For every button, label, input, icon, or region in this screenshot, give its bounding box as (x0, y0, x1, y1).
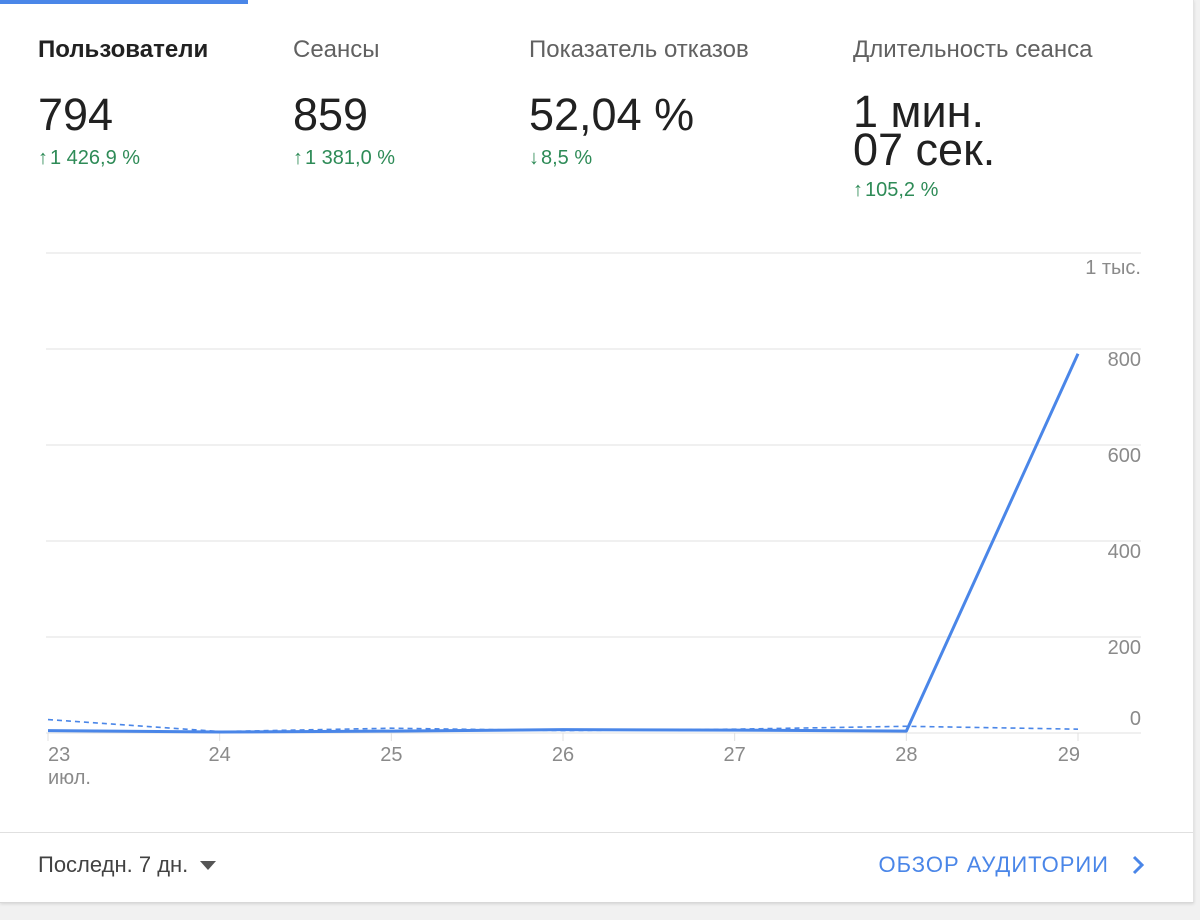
metric-session-duration-minutes: 1 мин. (853, 86, 984, 137)
metric-sessions-label: Сеансы (293, 36, 380, 63)
metric-users[interactable]: Пользователи 794 ↑ 1 426,9 % (38, 36, 208, 170)
x-tick-label: 28 (895, 744, 917, 766)
arrow-up-icon: ↑ (293, 147, 303, 169)
metric-session-duration-change: ↑ 105,2 % (853, 179, 1093, 202)
metric-session-duration-seconds: 07 сек. (853, 124, 996, 175)
users-series-line (47, 353, 1080, 734)
x-tick-label: 24 (209, 744, 231, 766)
date-range-dropdown[interactable]: Последн. 7 дн. (38, 852, 217, 878)
metric-bounce-rate[interactable]: Показатель отказов 52,04 % ↓ 8,5 % (529, 36, 749, 170)
comparison-series-line (47, 718, 1079, 733)
metric-sessions-change-value: 1 381,0 % (305, 147, 396, 169)
metric-session-duration-change-value: 105,2 % (865, 179, 939, 201)
metric-users-label: Пользователи (38, 36, 209, 63)
y-tick-label: 600 (1108, 445, 1141, 467)
metric-bounce-rate-value: 52,04 % (529, 89, 695, 140)
chevron-right-icon (1132, 855, 1145, 875)
arrow-up-icon: ↑ (38, 147, 48, 169)
arrow-up-icon: ↑ (853, 179, 863, 201)
x-tick-label: 27 (724, 744, 746, 766)
metric-session-duration[interactable]: Длительность сеанса 1 мин. 07 сек. ↑ 105,… (853, 36, 1093, 202)
metric-users-value: 794 (38, 89, 114, 140)
metric-session-duration-value: 1 мин. 07 сек. (853, 86, 1093, 175)
audience-overview-link[interactable]: ОБЗОР АУДИТОРИИ (878, 852, 1145, 878)
y-tick-label: 400 (1108, 541, 1141, 563)
y-tick-label: 800 (1108, 349, 1141, 371)
y-tick-label: 0 (1130, 708, 1141, 730)
y-tick-label: 200 (1108, 637, 1141, 659)
metric-users-change-value: 1 426,9 % (50, 147, 141, 169)
arrow-down-icon: ↓ (529, 147, 539, 169)
x-tick-label: 29 (1058, 744, 1080, 766)
metric-session-duration-label: Длительность сеанса (853, 36, 1093, 63)
metric-bounce-rate-change-value: 8,5 % (541, 147, 593, 169)
metric-users-change: ↑ 1 426,9 % (38, 147, 208, 170)
active-tab-indicator (0, 0, 248, 4)
metric-sessions[interactable]: Сеансы 859 ↑ 1 381,0 % (293, 36, 395, 170)
metric-sessions-value: 859 (293, 89, 369, 140)
footer-divider (0, 832, 1193, 833)
x-tick-label: 25 (380, 744, 402, 766)
caret-down-icon (200, 860, 217, 870)
date-range-label: Последн. 7 дн. (38, 852, 189, 877)
x-tick-label: 23 (48, 744, 70, 766)
audience-overview-label: ОБЗОР АУДИТОРИИ (878, 852, 1109, 877)
metric-sessions-change: ↑ 1 381,0 % (293, 147, 395, 170)
metric-bounce-rate-change: ↓ 8,5 % (529, 147, 749, 170)
metric-bounce-rate-label: Показатель отказов (529, 36, 749, 63)
x-tick-label: 26 (552, 744, 574, 766)
y-tick-label: 1 тыс. (1085, 257, 1141, 279)
audience-card: Пользователи 794 ↑ 1 426,9 % Сеансы 859 ↑… (0, 0, 1194, 903)
x-tick-sublabel: июл. (48, 767, 91, 789)
